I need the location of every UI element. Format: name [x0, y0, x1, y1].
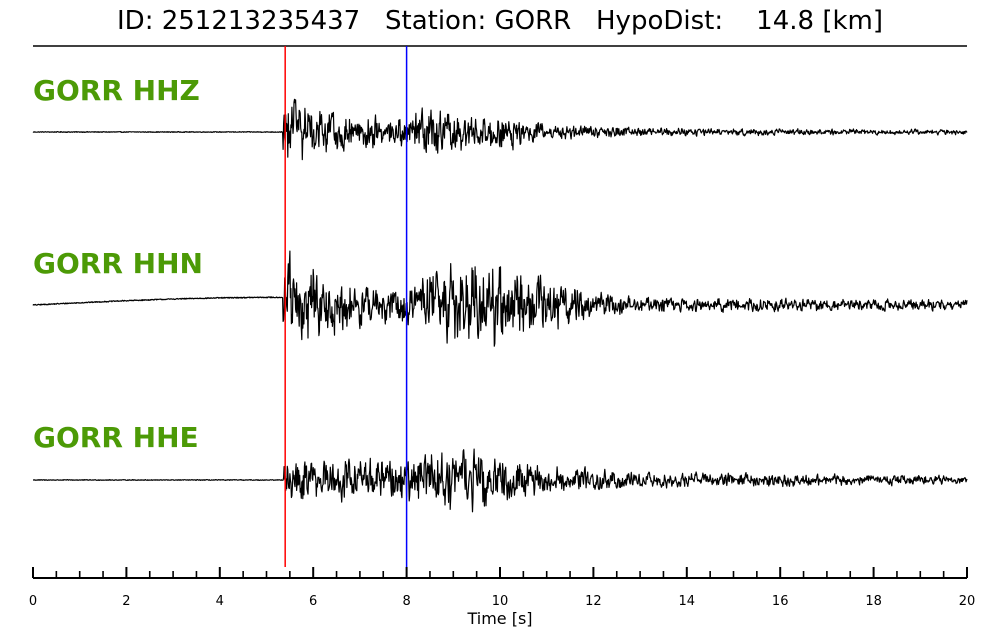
trace-label-hhz: GORR HHZ [33, 74, 200, 107]
tick-label: 2 [122, 594, 130, 609]
tick-label: 6 [309, 594, 317, 609]
tick-label: 12 [585, 594, 602, 609]
tick-label: 0 [29, 594, 37, 609]
plot-title: ID: 251213235437 Station: GORR HypoDist:… [117, 6, 883, 36]
tick-label: 4 [216, 594, 224, 609]
trace-label-hhn: GORR HHN [33, 247, 203, 280]
tick-label: 8 [402, 594, 410, 609]
trace-label-hhe: GORR HHE [33, 421, 199, 454]
x-axis-label: Time [s] [466, 609, 532, 628]
tick-label: 16 [772, 594, 789, 609]
tick-label: 10 [492, 594, 509, 609]
traces-group [32, 98, 968, 513]
tick-label: 18 [865, 594, 882, 609]
picks-group [284, 46, 408, 567]
tick-label: 20 [959, 594, 976, 609]
trace-gorr-hhz [32, 98, 968, 161]
trace-gorr-hhn [32, 250, 968, 347]
tick-label: 14 [679, 594, 696, 609]
time-axis: 0 2 4 6 8 10 12 14 16 18 20 [29, 567, 975, 609]
trace-gorr-hhe [32, 448, 968, 513]
